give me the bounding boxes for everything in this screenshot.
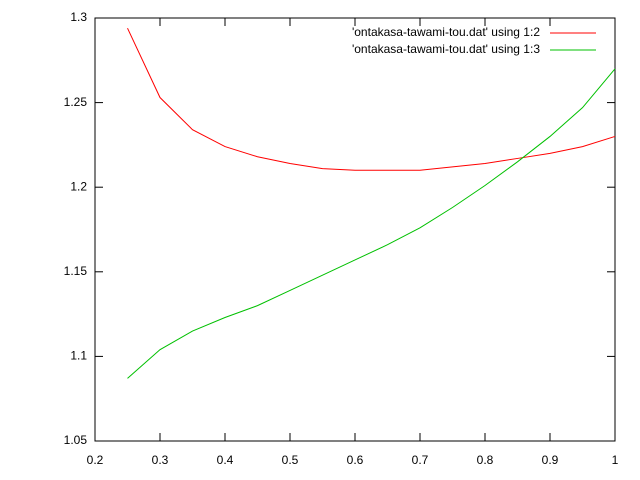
series-line (127, 68, 616, 379)
plot-border (94, 17, 616, 442)
x-tick-label: 0.8 (477, 453, 494, 467)
y-tick-label: 1.15 (64, 264, 88, 278)
x-tick-label: 0.4 (217, 453, 234, 467)
x-tick-label: 0.7 (412, 453, 429, 467)
x-tick-label: 0.3 (152, 453, 169, 467)
series-line (127, 27, 616, 171)
y-tick-label: 1.3 (70, 10, 87, 24)
x-tick-label: 0.6 (347, 453, 364, 467)
x-tick-label: 0.2 (87, 453, 104, 467)
legend-label: 'ontakasa-tawami-tou.dat' using 1:2 (352, 25, 540, 39)
y-tick-label: 1.1 (70, 349, 87, 363)
x-tick-label: 1 (612, 453, 619, 467)
y-tick-label: 1.05 (64, 433, 88, 447)
x-tick-label: 0.5 (282, 453, 299, 467)
x-tick-label: 0.9 (542, 453, 559, 467)
legend-label: 'ontakasa-tawami-tou.dat' using 1:3 (352, 42, 540, 56)
y-tick-label: 1.2 (70, 179, 87, 193)
y-tick-label: 1.25 (64, 95, 88, 109)
